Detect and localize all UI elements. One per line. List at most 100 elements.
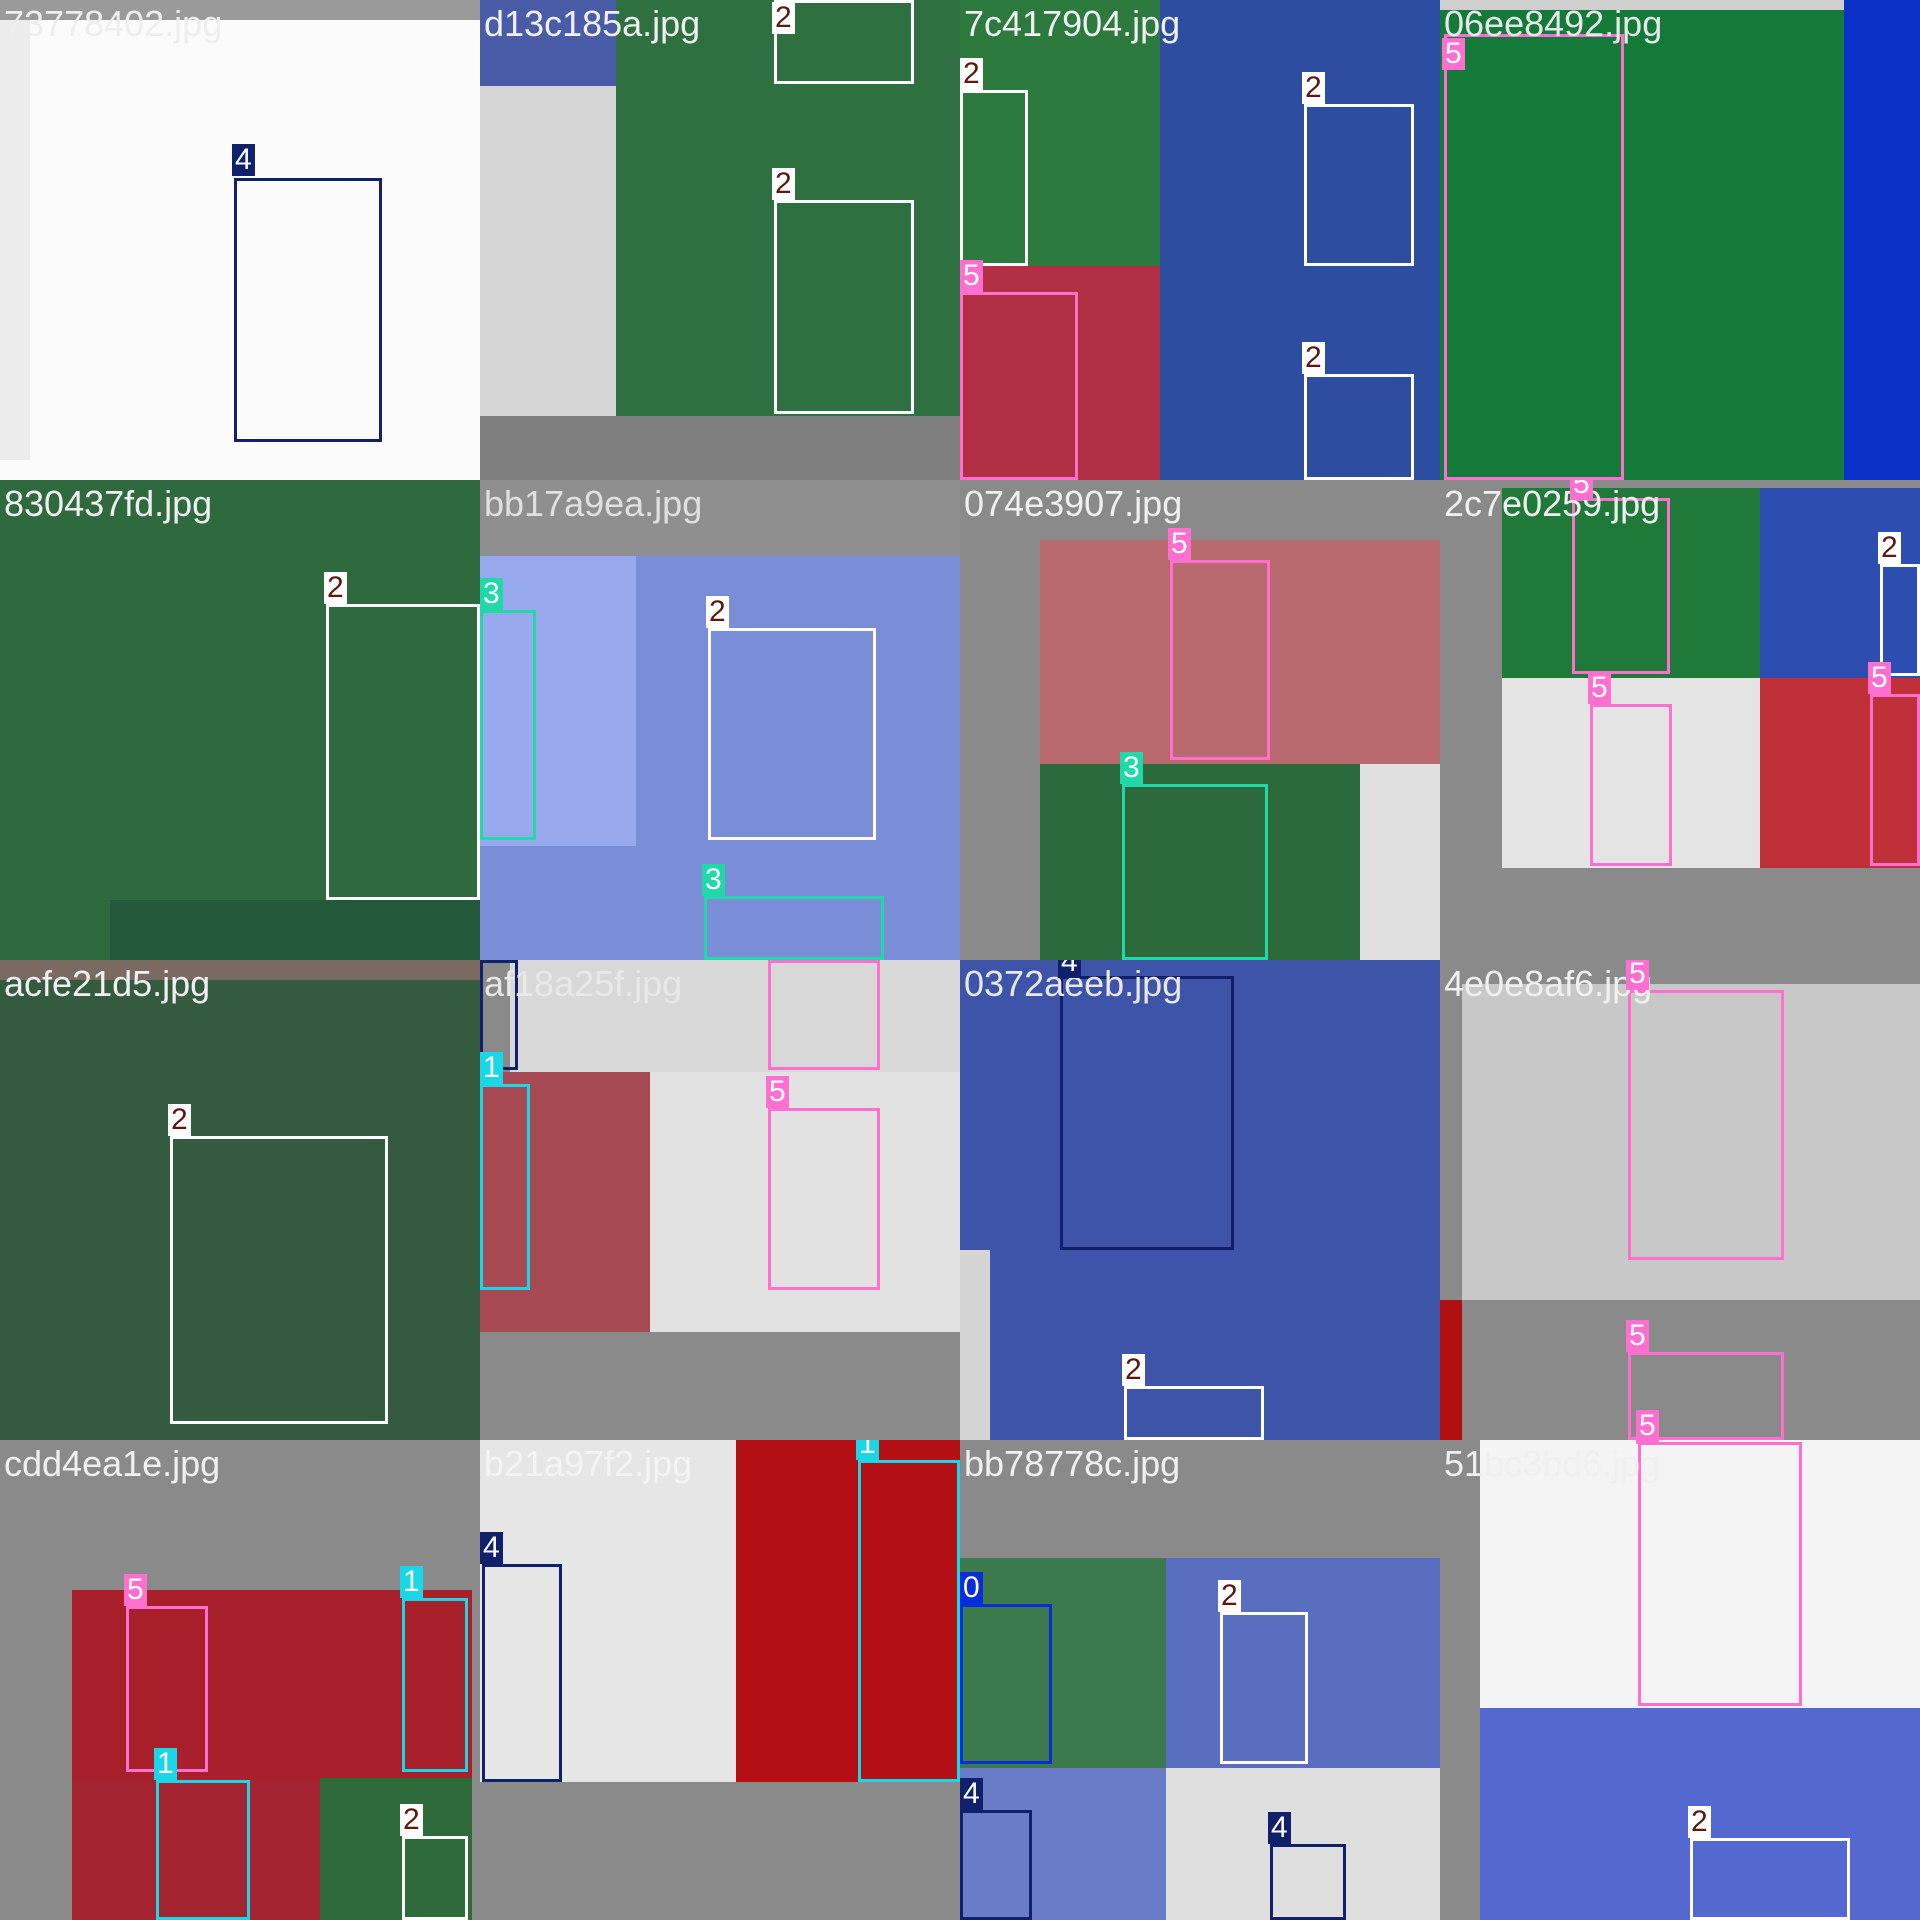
bbox — [1170, 560, 1270, 760]
bbox — [156, 1780, 250, 1920]
bbox — [774, 200, 914, 414]
photo-shadow — [0, 20, 30, 460]
bbox-label: 2 — [772, 2, 795, 34]
bbox-label: 2 — [1302, 342, 1325, 374]
photo-background — [480, 556, 636, 846]
bbox-label: 2 — [1688, 1806, 1711, 1838]
bbox-label: 5 — [766, 1076, 789, 1108]
bbox — [768, 1108, 880, 1290]
bbox — [1572, 498, 1670, 674]
tile-filename: bb78778c.jpg — [964, 1443, 1181, 1484]
bbox — [1638, 1442, 1802, 1706]
photo-background — [480, 86, 616, 416]
bbox — [1590, 704, 1672, 866]
photo-background — [1360, 764, 1440, 960]
bbox-label: 3 — [480, 578, 503, 610]
bbox-label: 2 — [960, 58, 983, 90]
photo-background — [72, 1590, 472, 1778]
photo-background — [1844, 0, 1920, 480]
bbox — [704, 896, 884, 960]
tile-filename: 7c417904.jpg — [964, 3, 1181, 44]
bbox — [960, 90, 1028, 266]
tile-filename: af18a25f.jpg — [484, 963, 683, 1004]
bbox-label: 2 — [400, 1804, 423, 1836]
bbox-label: 2 — [1878, 532, 1901, 564]
bbox — [1270, 1844, 1346, 1920]
bbox — [1060, 976, 1234, 1250]
tile-13: cdd4ea1e.jpg 5 1 1 2 — [0, 1440, 480, 1920]
photo-background — [736, 1440, 960, 1782]
bbox — [1122, 784, 1268, 960]
padding-area — [480, 480, 960, 556]
bbox-label: 5 — [1588, 672, 1611, 704]
bbox — [1124, 1386, 1264, 1440]
bbox — [960, 1604, 1052, 1764]
photo-background — [480, 0, 616, 86]
bbox-label: 4 — [960, 1778, 983, 1810]
bbox — [768, 960, 880, 1070]
bbox-label: 2 — [772, 168, 795, 200]
tile-2: d13c185a.jpg 2 2 — [480, 0, 960, 480]
padding-area — [480, 416, 960, 480]
bbox — [1880, 564, 1920, 676]
photo-background — [320, 1778, 472, 1920]
bbox — [960, 292, 1078, 480]
bbox-label: 4 — [480, 1532, 503, 1564]
photo-background — [1040, 764, 1360, 960]
photo-background — [1502, 488, 1760, 678]
tile-1: 73778402.jpg 4 — [0, 0, 480, 480]
bbox-label: 2 — [706, 596, 729, 628]
photo-background — [510, 960, 960, 1072]
bbox — [1628, 1352, 1784, 1440]
bbox — [1220, 1612, 1308, 1764]
photo-background — [960, 1250, 990, 1440]
bbox-label: 5 — [1636, 1410, 1659, 1440]
tile-8: 2c7e0259.jpg 5 2 5 5 — [1440, 480, 1920, 960]
photo-background — [1480, 1440, 1920, 1708]
bbox — [234, 178, 382, 442]
photo-background — [1760, 678, 1920, 868]
tile-7: 074e3907.jpg 5 3 — [960, 480, 1440, 960]
bbox-label: 1 — [154, 1748, 177, 1780]
bbox-label: 5 — [1626, 1320, 1649, 1352]
bbox-label: 5 — [1168, 528, 1191, 560]
bbox — [1304, 374, 1414, 480]
tile-filename: bb17a9ea.jpg — [484, 483, 703, 524]
bbox-label: 5 — [1626, 960, 1649, 990]
bbox-label: 5 — [1636, 1440, 1659, 1444]
photo-background — [0, 0, 480, 20]
photo-background — [110, 900, 480, 960]
tile-10: af18a25f.jpg 4 5 1 5 — [480, 960, 960, 1440]
photo-background — [480, 1440, 736, 1782]
bbox — [1304, 104, 1414, 266]
tile-filename: 51bc3bd6.jpg — [1444, 1443, 1661, 1484]
bbox-label: 2 — [1218, 1580, 1241, 1612]
bbox-label: 3 — [702, 864, 725, 896]
tile-filename: 074e3907.jpg — [964, 483, 1183, 524]
tile-filename: acfe21d5.jpg — [4, 963, 211, 1004]
photo-background — [1440, 0, 1844, 10]
bbox — [708, 628, 876, 840]
photo-background — [960, 0, 1160, 266]
photo-background — [0, 960, 480, 980]
tile-filename: 73778402.jpg — [4, 3, 223, 44]
bbox-label: 2 — [168, 1104, 191, 1136]
tile-15: bb78778c.jpg 0 2 4 4 — [960, 1440, 1440, 1920]
tile-filename: 2c7e0259.jpg — [1444, 483, 1661, 524]
bbox — [1628, 990, 1784, 1260]
tile-filename: d13c185a.jpg — [484, 3, 701, 44]
bbox — [1444, 34, 1624, 480]
bbox-label: 4 — [232, 144, 255, 176]
tile-filename: 06ee8492.jpg — [1444, 3, 1663, 44]
bbox — [858, 1460, 960, 1782]
bbox-label: 1 — [400, 1566, 423, 1598]
photo-background — [960, 1558, 1166, 1768]
bbox — [1690, 1838, 1850, 1920]
tile-6: bb17a9ea.jpg 3 2 3 — [480, 480, 960, 960]
tile-filename: 4e0e8af6.jpg — [1444, 963, 1653, 1004]
photo-background — [72, 1778, 320, 1920]
photo-background — [1440, 1300, 1462, 1440]
tile-11: 0372aeeb.jpg 4 2 — [960, 960, 1440, 1440]
tile-4: 06ee8492.jpg 5 — [1440, 0, 1920, 480]
